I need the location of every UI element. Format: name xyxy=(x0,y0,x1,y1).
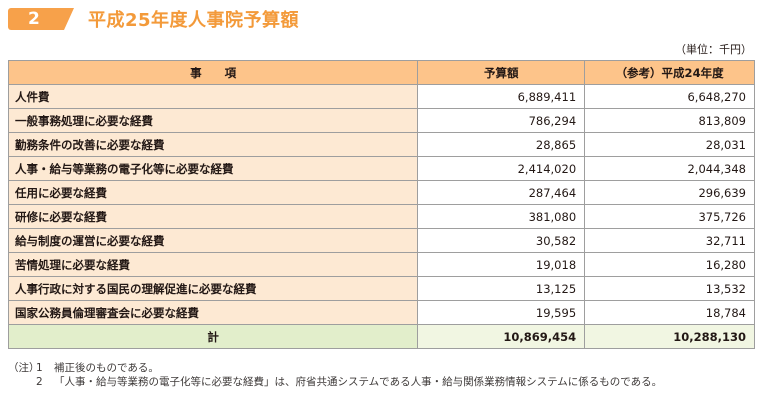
table-row: 一般事務処理に必要な経費 786,294 813,809 xyxy=(7,108,755,133)
unit-label: （単位：千円） xyxy=(675,43,752,56)
table-row: 国家公務員倫理審査会に必要な経費 19,595 18,784 xyxy=(7,300,755,325)
row-budget: 19,595 xyxy=(417,300,586,325)
section-number-badge: 2 xyxy=(8,8,74,30)
column-header-budget: 予算額 xyxy=(417,60,586,85)
table-row: 研修に必要な経費 381,080 375,726 xyxy=(7,204,755,229)
row-prev: 13,532 xyxy=(584,276,755,301)
row-prev: 2,044,348 xyxy=(584,156,755,181)
footnote-2: 2 「人事・給与等業務の電子化等に必要な経費」は、府省共通システムである人事・給… xyxy=(8,375,662,389)
total-prev: 10,288,130 xyxy=(584,324,755,349)
column-header-prev-year: （参考）平成24年度 xyxy=(584,60,755,85)
row-prev: 28,031 xyxy=(584,132,755,157)
note-number: 1 xyxy=(36,362,43,374)
section-number: 2 xyxy=(28,9,40,29)
row-budget: 19,018 xyxy=(417,252,586,277)
row-budget: 381,080 xyxy=(417,204,586,229)
table-header-row: 事 項 予算額 （参考）平成24年度 xyxy=(7,60,755,85)
table-row: 給与制度の運営に必要な経費 30,582 32,711 xyxy=(7,228,755,253)
note-text: 「人事・給与等業務の電子化等に必要な経費」は、府省共通システムである人事・給与関… xyxy=(54,376,663,388)
table-row: 人事・給与等業務の電子化等に必要な経費 2,414,020 2,044,348 xyxy=(7,156,755,181)
footnotes: （注） 1 補正後のものである。 2 「人事・給与等業務の電子化等に必要な経費」… xyxy=(8,361,662,389)
row-budget: 30,582 xyxy=(417,228,586,253)
row-item: 任用に必要な経費 xyxy=(7,180,419,205)
table-row: 人件費 6,889,411 6,648,270 xyxy=(7,84,755,109)
row-item: 勤務条件の改善に必要な経費 xyxy=(7,132,419,157)
row-budget: 28,865 xyxy=(417,132,586,157)
row-item: 研修に必要な経費 xyxy=(7,204,419,229)
total-row: 計 10,869,454 10,288,130 xyxy=(7,324,755,349)
note-prefix: （注） xyxy=(8,362,40,374)
row-item: 人事行政に対する国民の理解促進に必要な経費 xyxy=(7,276,419,301)
budget-table: 事 項 予算額 （参考）平成24年度 人件費 6,889,411 6,648,2… xyxy=(7,60,755,349)
row-prev: 813,809 xyxy=(584,108,755,133)
footnote-1: （注） 1 補正後のものである。 xyxy=(8,361,662,375)
row-item: 一般事務処理に必要な経費 xyxy=(7,108,419,133)
note-number: 2 xyxy=(36,376,43,388)
row-item: 国家公務員倫理審査会に必要な経費 xyxy=(7,300,419,325)
row-item: 人事・給与等業務の電子化等に必要な経費 xyxy=(7,156,419,181)
row-prev: 375,726 xyxy=(584,204,755,229)
row-prev: 16,280 xyxy=(584,252,755,277)
row-budget: 2,414,020 xyxy=(417,156,586,181)
row-budget: 13,125 xyxy=(417,276,586,301)
row-budget: 287,464 xyxy=(417,180,586,205)
row-item: 苦情処理に必要な経費 xyxy=(7,252,419,277)
page-title: 平成25年度人事院予算額 xyxy=(88,10,300,31)
row-item: 給与制度の運営に必要な経費 xyxy=(7,228,419,253)
note-text: 補正後のものである。 xyxy=(54,362,159,374)
section-title-bar: 2 平成25年度人事院予算額 xyxy=(8,8,300,31)
row-prev: 32,711 xyxy=(584,228,755,253)
table-row: 勤務条件の改善に必要な経費 28,865 28,031 xyxy=(7,132,755,157)
total-budget: 10,869,454 xyxy=(417,324,586,349)
row-prev: 18,784 xyxy=(584,300,755,325)
row-prev: 6,648,270 xyxy=(584,84,755,109)
row-prev: 296,639 xyxy=(584,180,755,205)
table-row: 任用に必要な経費 287,464 296,639 xyxy=(7,180,755,205)
table-row: 人事行政に対する国民の理解促進に必要な経費 13,125 13,532 xyxy=(7,276,755,301)
row-budget: 6,889,411 xyxy=(417,84,586,109)
column-header-item: 事 項 xyxy=(7,60,419,85)
row-item: 人件費 xyxy=(7,84,419,109)
table-row: 苦情処理に必要な経費 19,018 16,280 xyxy=(7,252,755,277)
total-label: 計 xyxy=(7,324,419,349)
row-budget: 786,294 xyxy=(417,108,586,133)
